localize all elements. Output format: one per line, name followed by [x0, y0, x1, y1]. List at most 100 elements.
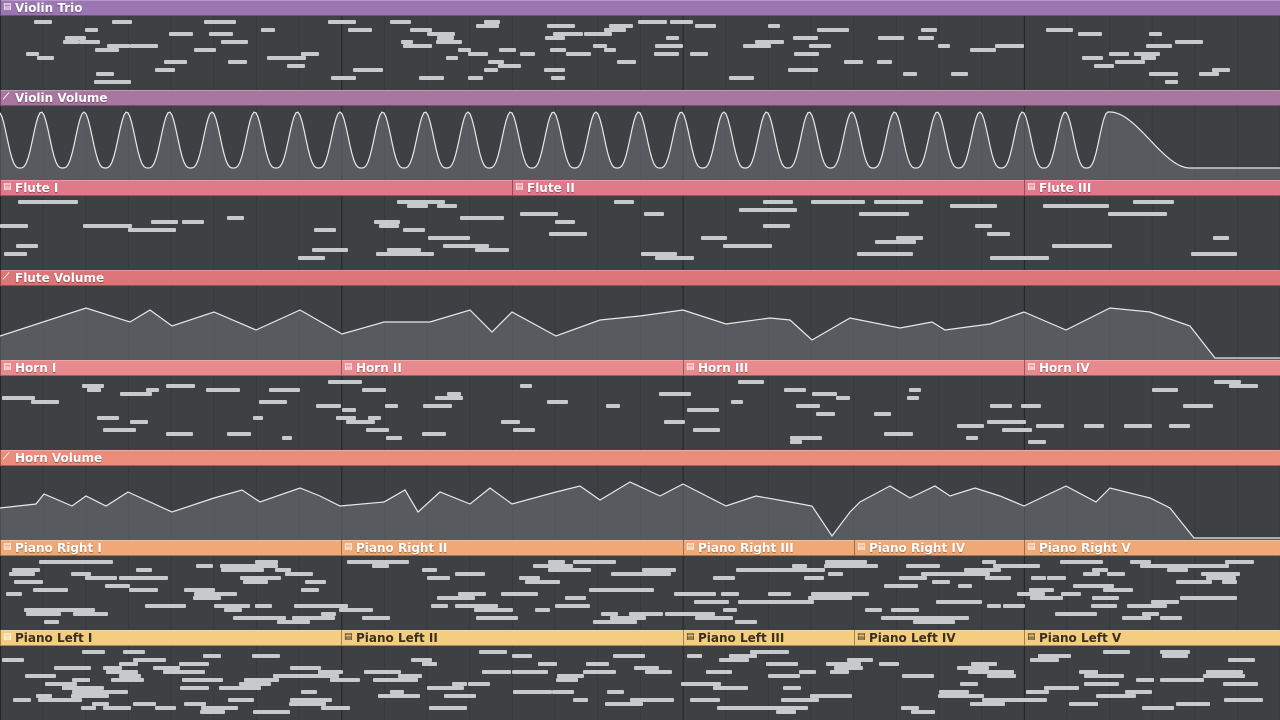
note-block [353, 68, 372, 72]
note-block [1031, 576, 1046, 580]
clip-horn-volume[interactable]: ⟋ Horn Volume [0, 450, 1280, 466]
track-piano-right[interactable]: ▤ Piano Right I ▤ Piano Right II ▤ Piano… [0, 540, 1280, 630]
note-block [826, 662, 861, 666]
note-block [24, 608, 46, 612]
clip-piano-right-3[interactable]: ▤ Piano Right III [683, 540, 854, 556]
note-block [971, 662, 997, 666]
track-flute[interactable]: ▤ Flute I ▤ Flute II ▤ Flute III [0, 180, 1280, 270]
note-block [654, 52, 679, 56]
track-violin-volume[interactable]: ⟋ Violin Volume [0, 90, 1280, 180]
note-block [881, 616, 901, 620]
note-block [783, 686, 801, 690]
note-block [74, 612, 108, 616]
pattern-icon: ▤ [1027, 542, 1036, 552]
note-block [476, 616, 518, 620]
clip-label: Horn I [15, 361, 57, 375]
clip-flute-2[interactable]: ▤ Flute II [512, 180, 1024, 196]
clip-piano-right-4[interactable]: ▤ Piano Right IV [854, 540, 1024, 556]
note-block [437, 204, 457, 208]
note-block [184, 588, 215, 592]
clip-piano-left-3[interactable]: ▤ Piano Left III [683, 630, 854, 646]
note-block [816, 412, 835, 416]
note-block [97, 416, 119, 420]
pattern-icon: ▤ [857, 542, 866, 552]
note-block [729, 654, 757, 658]
note-block [1212, 68, 1230, 72]
clip-horn-4[interactable]: ▤ Horn IV [1024, 360, 1280, 376]
note-block [475, 248, 509, 252]
clip-piano-left-4[interactable]: ▤ Piano Left IV [854, 630, 1024, 646]
note-block [244, 678, 279, 682]
note-block [877, 60, 892, 64]
note-block [874, 412, 891, 416]
note-block [18, 200, 78, 204]
track-piano-left[interactable]: ▤ Piano Left I ▤ Piano Left II ▤ Piano L… [0, 630, 1280, 720]
note-block [164, 60, 187, 64]
clip-horn-1[interactable]: ▤ Horn I [0, 360, 341, 376]
note-block [1108, 212, 1167, 216]
clip-piano-left-2[interactable]: ▤ Piano Left II [341, 630, 683, 646]
note-block [620, 588, 654, 592]
clip-violin-trio[interactable]: ▤ Violin Trio [0, 0, 1280, 16]
clip-flute-3[interactable]: ▤ Flute III [1024, 180, 1280, 196]
note-block [372, 564, 389, 568]
note-block [65, 36, 86, 40]
note-block [812, 392, 837, 396]
note-block [738, 380, 764, 384]
note-block [398, 674, 422, 678]
track-horn-volume[interactable]: ⟋ Horn Volume [0, 450, 1280, 540]
clip-piano-right-5[interactable]: ▤ Piano Right V [1024, 540, 1280, 556]
track-violin-trio[interactable]: ▤ Violin Trio [0, 0, 1280, 90]
note-block [911, 710, 935, 714]
clip-flute-volume[interactable]: ⟋ Flute Volume [0, 270, 1280, 286]
track-horn[interactable]: ▤ Horn I ▤ Horn II ▤ Horn III ▤ Horn IV [0, 360, 1280, 450]
note-block [182, 678, 223, 682]
note-block [1082, 56, 1102, 60]
clip-piano-left-1[interactable]: ▤ Piano Left I [0, 630, 341, 646]
note-block [1160, 678, 1204, 682]
note-block [427, 576, 450, 580]
note-block [26, 52, 39, 56]
note-block [1079, 670, 1098, 674]
clip-violin-volume[interactable]: ⟋ Violin Volume [0, 90, 1280, 106]
note-block [1061, 592, 1081, 596]
note-block [422, 432, 446, 436]
note-block [950, 204, 997, 208]
clip-piano-right-1[interactable]: ▤ Piano Right I [0, 540, 341, 556]
clip-flute-1[interactable]: ▤ Flute I [0, 180, 512, 196]
note-block [209, 32, 233, 36]
note-block [1142, 612, 1159, 616]
note-block [1152, 388, 1178, 392]
note-block [1141, 56, 1156, 60]
note-block [713, 576, 735, 580]
note-block [1225, 560, 1254, 564]
note-block [112, 20, 132, 24]
pattern-icon: ▤ [344, 362, 353, 372]
track-flute-volume[interactable]: ⟋ Flute Volume [0, 270, 1280, 360]
note-block [401, 40, 413, 44]
note-block [374, 220, 400, 224]
note-block [1176, 702, 1200, 706]
clip-horn-3[interactable]: ▤ Horn III [683, 360, 1024, 376]
note-block [119, 674, 141, 678]
pattern-notes [0, 0, 1280, 90]
note-block [1203, 674, 1245, 678]
note-block [520, 576, 534, 580]
clip-label: Horn II [356, 361, 402, 375]
note-block [267, 56, 289, 60]
note-block [82, 384, 104, 388]
note-block [228, 698, 246, 702]
note-block [954, 694, 984, 698]
note-block [411, 658, 432, 662]
clip-piano-left-5[interactable]: ▤ Piano Left V [1024, 630, 1280, 646]
note-block [397, 200, 445, 204]
clip-horn-2[interactable]: ▤ Horn II [341, 360, 683, 376]
note-block [781, 698, 819, 702]
note-block [1092, 568, 1108, 572]
clip-piano-right-2[interactable]: ▤ Piano Right II [341, 540, 683, 556]
note-block [1073, 584, 1092, 588]
note-block [921, 28, 937, 32]
note-block [1199, 72, 1219, 76]
automation-curve [0, 111, 1280, 180]
